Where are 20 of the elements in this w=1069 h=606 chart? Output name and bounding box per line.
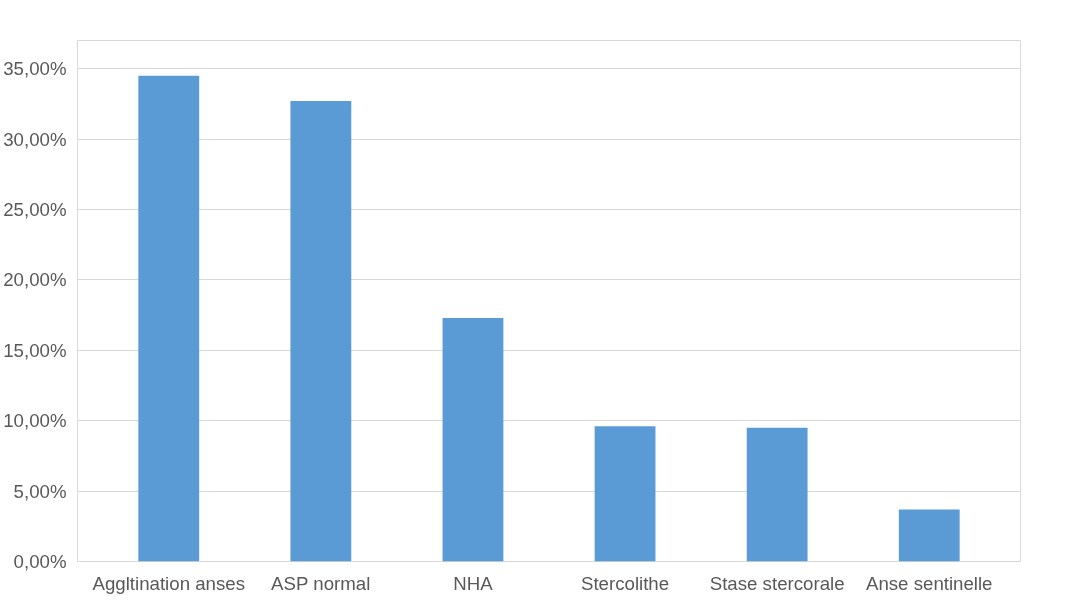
x-tick-label: Aggltination anses xyxy=(92,572,245,594)
bar xyxy=(290,101,352,562)
bar xyxy=(138,75,200,562)
x-tick-label: Anse sentinelle xyxy=(865,572,993,594)
x-tick-label: Stercolithe xyxy=(580,572,670,594)
x-tick-label: NHA xyxy=(453,572,494,594)
y-tick-label: 5,00% xyxy=(13,480,67,502)
bar xyxy=(746,427,808,562)
y-tick-label: 25,00% xyxy=(3,198,67,220)
y-tick-label: 30,00% xyxy=(3,128,67,150)
y-tick-label: 35,00% xyxy=(3,58,67,80)
x-tick-label: Stase stercorale xyxy=(709,572,845,594)
y-tick-label: 10,00% xyxy=(3,410,67,432)
y-tick-label: 0,00% xyxy=(13,551,67,572)
y-tick-label: 20,00% xyxy=(3,269,67,291)
bar xyxy=(898,509,960,562)
bar xyxy=(594,426,656,562)
bar xyxy=(442,317,504,562)
y-tick-label: 15,00% xyxy=(3,339,67,361)
x-tick-label: ASP normal xyxy=(271,572,371,594)
